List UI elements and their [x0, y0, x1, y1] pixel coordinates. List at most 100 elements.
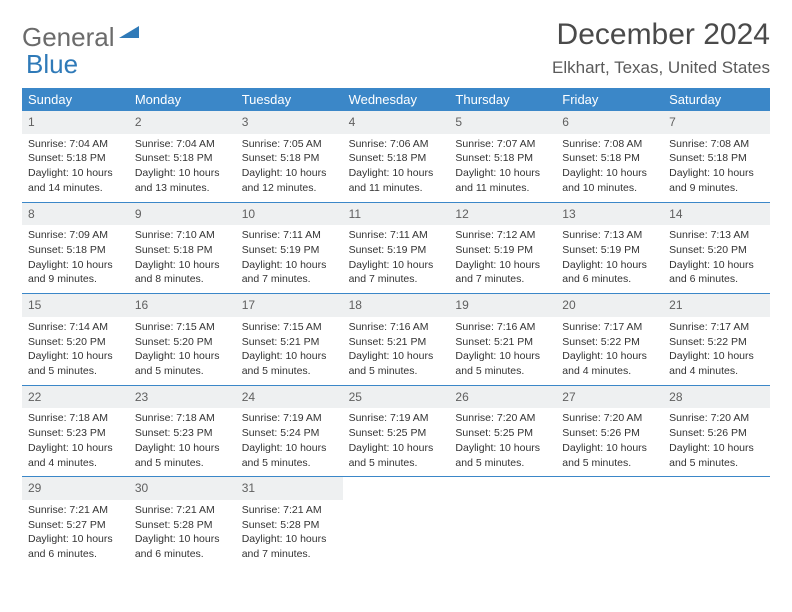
day-cell: 15Sunrise: 7:14 AMSunset: 5:20 PMDayligh…: [22, 294, 129, 385]
day-body: Sunrise: 7:08 AMSunset: 5:18 PMDaylight:…: [663, 137, 770, 196]
day-cell: [556, 477, 663, 568]
daylight-text: Daylight: 10 hours and 6 minutes.: [562, 258, 657, 287]
day-cell: 18 Sunrise: 7:16 AMSunset: 5:21 PMDayligh…: [343, 294, 450, 385]
logo-text-1: General: [22, 22, 115, 52]
sunrise-text: Sunrise: 7:13 AM: [669, 228, 764, 243]
day-cell: 3Sunrise: 7:05 AMSunset: 5:18 PMDaylight…: [236, 111, 343, 202]
day-number: 6: [556, 111, 663, 134]
sunrise-text: Sunrise: 7:08 AM: [562, 137, 657, 152]
sunrise-text: Sunrise: 7:11 AM: [349, 228, 444, 243]
week-row: 22Sunrise: 7:18 AMSunset: 5:23 PMDayligh…: [22, 386, 770, 478]
daylight-text: Daylight: 10 hours and 7 minutes.: [349, 258, 444, 287]
day-cell: 20 Sunrise: 7:17 AMSunset: 5:22 PMDayligh…: [556, 294, 663, 385]
day-body: Sunrise: 7:20 AMSunset: 5:25 PMDaylight:…: [449, 411, 556, 470]
day-cell: 2Sunrise: 7:04 AMSunset: 5:18 PMDaylight…: [129, 111, 236, 202]
daylight-text: Daylight: 10 hours and 11 minutes.: [349, 166, 444, 195]
day-cell: 27Sunrise: 7:20 AMSunset: 5:26 PMDayligh…: [556, 386, 663, 477]
day-body: Sunrise: 7:18 AMSunset: 5:23 PMDaylight:…: [129, 411, 236, 470]
daylight-text: Daylight: 10 hours and 7 minutes.: [242, 532, 337, 561]
day-cell: 4Sunrise: 7:06 AMSunset: 5:18 PMDaylight…: [343, 111, 450, 202]
sunset-text: Sunset: 5:28 PM: [242, 518, 337, 533]
day-body: Sunrise: 7:15 AMSunset: 5:20 PMDaylight:…: [129, 320, 236, 379]
sunset-text: Sunset: 5:21 PM: [455, 335, 550, 350]
daylight-text: Daylight: 10 hours and 5 minutes.: [669, 441, 764, 470]
sunset-text: Sunset: 5:26 PM: [562, 426, 657, 441]
sunrise-text: Sunrise: 7:21 AM: [135, 503, 230, 518]
sunset-text: Sunset: 5:21 PM: [242, 335, 337, 350]
sunrise-text: Sunrise: 7:21 AM: [242, 503, 337, 518]
day-cell: 21Sunrise: 7:17 AMSunset: 5:22 PMDayligh…: [663, 294, 770, 385]
day-number: 27: [556, 386, 663, 409]
sunrise-text: Sunrise: 7:12 AM: [455, 228, 550, 243]
day-body: Sunrise: 7:08 AMSunset: 5:18 PMDaylight:…: [556, 137, 663, 196]
day-body: Sunrise: 7:20 AMSunset: 5:26 PMDaylight:…: [556, 411, 663, 470]
day-number: 18: [343, 294, 450, 317]
day-header-wed: Wednesday: [343, 88, 450, 111]
day-number: 24: [236, 386, 343, 409]
day-cell: 29 Sunrise: 7:21 AMSunset: 5:27 PMDayligh…: [22, 477, 129, 568]
daylight-text: Daylight: 10 hours and 12 minutes.: [242, 166, 337, 195]
sunrise-text: Sunrise: 7:19 AM: [242, 411, 337, 426]
sunset-text: Sunset: 5:18 PM: [28, 243, 123, 258]
sunrise-text: Sunrise: 7:17 AM: [669, 320, 764, 335]
day-body: Sunrise: 7:16 AMSunset: 5:21 PMDaylight:…: [343, 320, 450, 379]
sunrise-text: Sunrise: 7:16 AM: [455, 320, 550, 335]
day-cell: 1Sunrise: 7:04 AMSunset: 5:18 PMDaylight…: [22, 111, 129, 202]
day-number: 10: [236, 203, 343, 226]
sunrise-text: Sunrise: 7:15 AM: [242, 320, 337, 335]
day-number: 29: [22, 477, 129, 500]
daylight-text: Daylight: 10 hours and 6 minutes.: [669, 258, 764, 287]
sunrise-text: Sunrise: 7:20 AM: [669, 411, 764, 426]
daylight-text: Daylight: 10 hours and 5 minutes.: [455, 441, 550, 470]
week-row: 15Sunrise: 7:14 AMSunset: 5:20 PMDayligh…: [22, 294, 770, 386]
day-cell: 5Sunrise: 7:07 AMSunset: 5:18 PMDaylight…: [449, 111, 556, 202]
day-cell: 19Sunrise: 7:16 AMSunset: 5:21 PMDayligh…: [449, 294, 556, 385]
daylight-text: Daylight: 10 hours and 10 minutes.: [562, 166, 657, 195]
sunset-text: Sunset: 5:24 PM: [242, 426, 337, 441]
logo-text-2: Blue: [26, 49, 78, 79]
sunrise-text: Sunrise: 7:18 AM: [135, 411, 230, 426]
day-body: Sunrise: 7:19 AMSunset: 5:24 PMDaylight:…: [236, 411, 343, 470]
day-number: 17: [236, 294, 343, 317]
sunset-text: Sunset: 5:18 PM: [28, 151, 123, 166]
daylight-text: Daylight: 10 hours and 4 minutes.: [562, 349, 657, 378]
day-cell: 25Sunrise: 7:19 AMSunset: 5:25 PMDayligh…: [343, 386, 450, 477]
day-cell: 24Sunrise: 7:19 AMSunset: 5:24 PMDayligh…: [236, 386, 343, 477]
day-number: 4: [343, 111, 450, 134]
day-body: Sunrise: 7:12 AMSunset: 5:19 PMDaylight:…: [449, 228, 556, 287]
sunset-text: Sunset: 5:18 PM: [455, 151, 550, 166]
daylight-text: Daylight: 10 hours and 7 minutes.: [242, 258, 337, 287]
day-body: Sunrise: 7:07 AMSunset: 5:18 PMDaylight:…: [449, 137, 556, 196]
day-header-tue: Tuesday: [236, 88, 343, 111]
day-body: Sunrise: 7:21 AMSunset: 5:27 PMDaylight:…: [22, 503, 129, 562]
day-cell: 26Sunrise: 7:20 AMSunset: 5:25 PMDayligh…: [449, 386, 556, 477]
sunset-text: Sunset: 5:20 PM: [28, 335, 123, 350]
day-number: 13: [556, 203, 663, 226]
day-header-sun: Sunday: [22, 88, 129, 111]
day-cell: 7 Sunrise: 7:08 AMSunset: 5:18 PMDaylight…: [663, 111, 770, 202]
logo-triangle-icon: [119, 24, 141, 45]
page-title: December 2024: [552, 18, 770, 52]
weeks-container: 1Sunrise: 7:04 AMSunset: 5:18 PMDaylight…: [22, 111, 770, 568]
day-number: 31: [236, 477, 343, 500]
sunrise-text: Sunrise: 7:08 AM: [669, 137, 764, 152]
day-header-sat: Saturday: [663, 88, 770, 111]
daylight-text: Daylight: 10 hours and 5 minutes.: [28, 349, 123, 378]
day-number: 26: [449, 386, 556, 409]
day-body: Sunrise: 7:17 AMSunset: 5:22 PMDaylight:…: [556, 320, 663, 379]
sunrise-text: Sunrise: 7:10 AM: [135, 228, 230, 243]
day-cell: 14Sunrise: 7:13 AMSunset: 5:20 PMDayligh…: [663, 203, 770, 294]
daylight-text: Daylight: 10 hours and 5 minutes.: [242, 349, 337, 378]
day-number: 19: [449, 294, 556, 317]
sunrise-text: Sunrise: 7:14 AM: [28, 320, 123, 335]
daylight-text: Daylight: 10 hours and 5 minutes.: [135, 441, 230, 470]
day-body: Sunrise: 7:19 AMSunset: 5:25 PMDaylight:…: [343, 411, 450, 470]
location: Elkhart, Texas, United States: [552, 58, 770, 78]
day-header-fri: Friday: [556, 88, 663, 111]
calendar: Sunday Monday Tuesday Wednesday Thursday…: [22, 88, 770, 568]
day-header-mon: Monday: [129, 88, 236, 111]
day-number: 7: [663, 111, 770, 134]
week-row: 1Sunrise: 7:04 AMSunset: 5:18 PMDaylight…: [22, 111, 770, 203]
day-number: 20: [556, 294, 663, 317]
sunset-text: Sunset: 5:23 PM: [135, 426, 230, 441]
